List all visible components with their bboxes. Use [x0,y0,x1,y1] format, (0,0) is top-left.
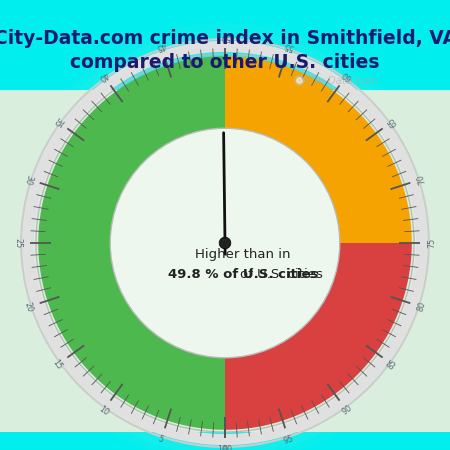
Text: 25: 25 [14,238,22,248]
Text: 35: 35 [51,115,64,128]
Text: 75: 75 [428,238,436,248]
Circle shape [110,128,340,358]
Text: 100: 100 [217,446,233,450]
Text: 10: 10 [97,404,110,417]
Text: 85: 85 [386,358,399,371]
Polygon shape [38,56,225,430]
Text: of U.S. cities: of U.S. cities [240,268,323,281]
Text: 55: 55 [283,40,295,52]
Text: Higher than in: Higher than in [195,248,291,261]
Circle shape [219,237,231,249]
Bar [0,0,450,90]
Text: 65: 65 [386,115,399,128]
Text: 80: 80 [416,301,427,313]
Text: 0: 0 [222,446,228,450]
Text: 15: 15 [51,358,64,371]
Bar [0,432,450,450]
Text: compared to other U.S. cities: compared to other U.S. cities [70,54,380,72]
Text: City-Data.com crime index in Smithfield, VA: City-Data.com crime index in Smithfield,… [0,29,450,48]
Text: 30: 30 [22,173,34,185]
Text: 50: 50 [220,32,230,40]
Text: 45: 45 [155,40,167,52]
Text: 60: 60 [340,69,353,82]
Text: 90: 90 [340,404,353,417]
Polygon shape [225,56,412,243]
Polygon shape [225,243,412,430]
Bar [0,90,450,432]
Text: 20: 20 [22,301,34,313]
Text: 70: 70 [416,173,428,185]
Text: City-Data.com: City-Data.com [305,76,379,86]
Text: 40: 40 [97,69,110,82]
Text: 49.8 % of U.S. cities: 49.8 % of U.S. cities [168,268,318,281]
Text: 5: 5 [157,435,165,445]
Text: 95: 95 [283,434,295,446]
